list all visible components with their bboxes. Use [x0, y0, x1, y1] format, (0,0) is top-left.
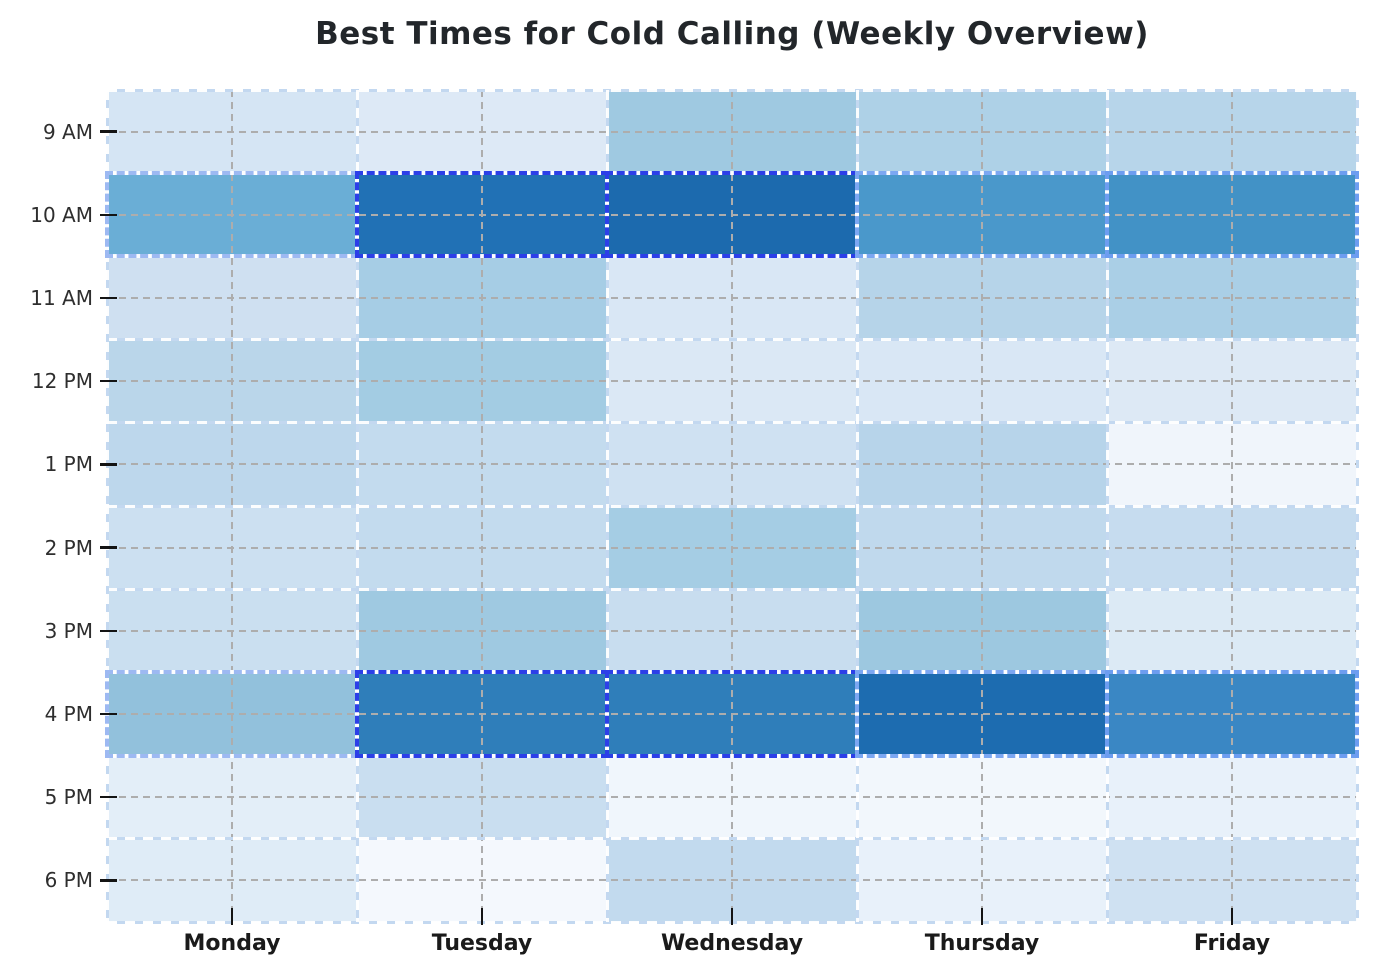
heatmap-cell	[607, 672, 857, 756]
heatmap-cell	[857, 173, 1107, 257]
heatmap-cell	[1107, 505, 1357, 590]
heatmap-cell	[857, 339, 1107, 423]
y-axis-tick-label: 3 PM	[44, 618, 93, 643]
heatmap-cell	[1107, 339, 1357, 423]
x-axis: Monday Tuesday Wednesday Thursday Friday	[107, 922, 1357, 980]
heatmap-cell	[607, 505, 857, 590]
y-axis-tick-label: 6 PM	[44, 868, 93, 893]
heatmap-cell	[357, 589, 607, 673]
heatmap-cell	[1107, 173, 1357, 257]
heatmap-plot-area	[105, 88, 1359, 924]
heatmap-cell	[357, 672, 607, 756]
heatmap-cell	[357, 256, 607, 340]
heatmap-cell	[107, 173, 357, 257]
y-axis-tick-label: 1 PM	[44, 452, 93, 477]
heatmap-cell	[857, 422, 1107, 506]
y-axis-tick-label: 12 PM	[31, 369, 93, 394]
heatmap-cell	[357, 422, 607, 506]
y-axis-tick-label: 4 PM	[44, 702, 93, 726]
x-axis-tick-label: Wednesday	[660, 931, 804, 956]
heatmap-cell	[1107, 838, 1357, 922]
x-axis-tick-label: Friday	[1193, 931, 1271, 956]
heatmap-cell	[107, 90, 357, 174]
heatmap-cell	[857, 838, 1107, 922]
heatmap-cell	[107, 422, 357, 506]
heatmap-cell	[107, 505, 357, 590]
heatmap-cell	[857, 90, 1107, 174]
y-axis-tick-label: 9 AM	[42, 119, 93, 144]
y-axis-tick-label: 2 PM	[44, 535, 93, 560]
heatmap-cell	[107, 838, 357, 922]
heatmap-cell	[607, 422, 857, 506]
heatmap-cell	[857, 256, 1107, 340]
chart-title: Best Times for Cold Calling (Weekly Over…	[315, 16, 1149, 52]
heatmap-cell	[1107, 672, 1357, 756]
heatmap-cell	[1107, 422, 1357, 506]
x-axis-tick-label: Monday	[183, 931, 281, 956]
heatmap-cell	[607, 838, 857, 922]
heatmap-cell	[107, 339, 357, 423]
heatmap-cell	[857, 755, 1107, 839]
heatmap-cell	[107, 256, 357, 340]
y-axis-tick-label: 10 AM	[30, 202, 93, 227]
heatmap-cell	[1107, 256, 1357, 340]
heatmap-cell	[1107, 90, 1357, 174]
heatmap-cell	[357, 339, 607, 423]
heatmap-cell	[1107, 589, 1357, 673]
heatmap-cell	[607, 90, 857, 174]
x-axis-tick-label: Tuesday	[431, 931, 533, 956]
heatmap-cell	[357, 173, 607, 257]
heatmap-cell	[357, 755, 607, 839]
heatmap-cell	[607, 755, 857, 839]
y-axis-tick-label: 5 PM	[44, 785, 93, 810]
heatmap-cell	[357, 838, 607, 922]
y-axis-tick-label: 11 AM	[30, 286, 93, 310]
heatmap-cell	[857, 672, 1107, 756]
heatmap-cell	[107, 755, 357, 839]
heatmap-cell	[1107, 755, 1357, 839]
heatmap-grid	[107, 90, 1357, 922]
heatmap-cell	[607, 256, 857, 340]
heatmap-cell	[357, 90, 607, 174]
heatmap-cell	[607, 339, 857, 423]
heatmap-cell	[357, 505, 607, 590]
heatmap-cell	[857, 589, 1107, 673]
heatmap-cell	[607, 589, 857, 673]
heatmap-cell	[607, 173, 857, 257]
y-axis: 9 AM 10 AM 11 AM 12 PM 1 PM 2 PM 3 PM 4 PM 5 PM 6…	[0, 90, 107, 922]
heatmap-cell	[107, 672, 357, 756]
x-axis-tick-label: Thursday	[924, 931, 1040, 956]
heatmap-cell	[857, 505, 1107, 590]
heatmap-cell	[107, 589, 357, 673]
